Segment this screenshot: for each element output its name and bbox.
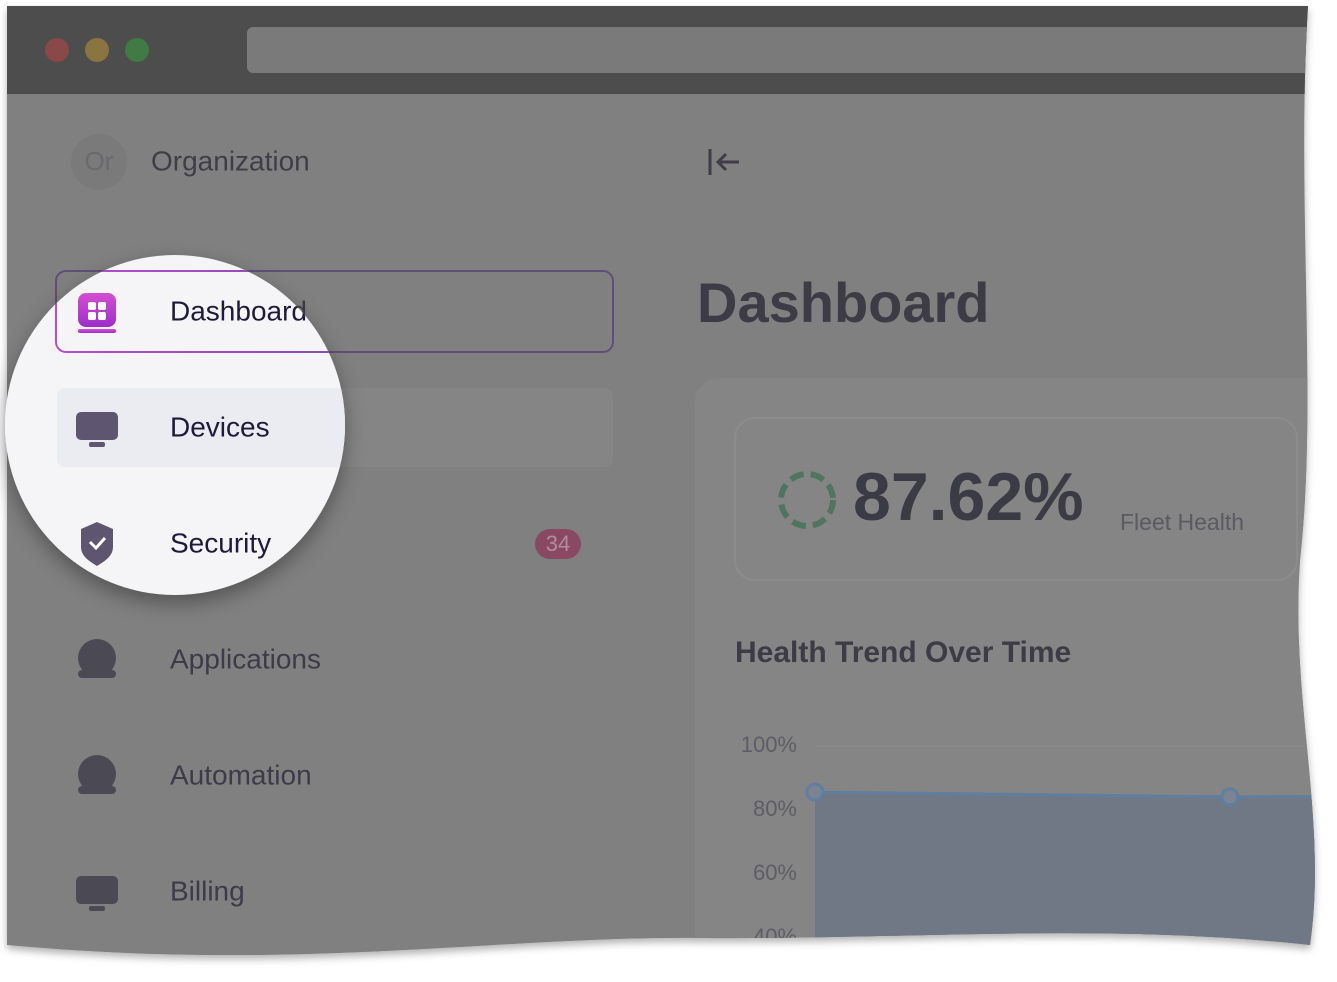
point <box>805 782 825 802</box>
nav-icon <box>78 329 116 333</box>
nav-icon <box>89 906 105 911</box>
nav-hover <box>57 388 345 467</box>
y-tick-label: 80% <box>753 796 797 821</box>
org-avatar <box>71 134 127 190</box>
close-button[interactable] <box>45 38 69 62</box>
address-bar[interactable] <box>247 27 1337 73</box>
area <box>815 792 1315 956</box>
nav-icon <box>89 442 105 447</box>
nav-icon <box>98 312 106 320</box>
health-value: 87.62% <box>853 459 1084 535</box>
point <box>1220 787 1240 807</box>
nav-icon <box>78 786 116 794</box>
nav-icon <box>88 312 96 320</box>
health-caption: Fleet Health <box>1120 509 1244 535</box>
nav-icon <box>98 302 106 310</box>
nav-label[interactable]: Applications <box>170 643 321 674</box>
nav-label[interactable]: Security <box>170 527 271 558</box>
nav-label[interactable]: Billing <box>170 875 245 906</box>
nav-icon <box>76 876 118 904</box>
org-avatar-text: Or <box>85 146 114 176</box>
maximize-button[interactable] <box>125 38 149 62</box>
nav-badge <box>535 529 581 559</box>
nav-label[interactable]: Automation <box>170 759 312 790</box>
chart-title: Health Trend Over Time <box>735 636 1071 669</box>
nav-icon <box>78 755 116 793</box>
y-tick-label: 100% <box>741 732 797 757</box>
nav-icon <box>78 639 116 677</box>
nav-icon <box>81 522 113 566</box>
y-tick-label: 60% <box>753 860 797 885</box>
stat-card <box>734 417 1298 581</box>
magnified-nav: Dashboard Devices Security <box>55 270 345 566</box>
nav-icon <box>76 412 118 440</box>
org-name[interactable]: Organization <box>151 145 310 176</box>
nav-icon <box>78 293 116 327</box>
nav-icon <box>88 536 107 551</box>
page-title: Dashboard <box>697 271 990 334</box>
nav-badge-text: 34 <box>546 531 570 556</box>
nav-icon <box>88 302 96 310</box>
nav-icon <box>78 670 116 678</box>
nav-label[interactable]: Devices <box>170 411 270 442</box>
collapse-icon[interactable] <box>708 149 739 175</box>
health-ring <box>778 471 836 529</box>
nav-label[interactable]: Dashboard <box>170 295 307 326</box>
minimize-button[interactable] <box>85 38 109 62</box>
y-tick-label: 40% <box>753 924 797 949</box>
